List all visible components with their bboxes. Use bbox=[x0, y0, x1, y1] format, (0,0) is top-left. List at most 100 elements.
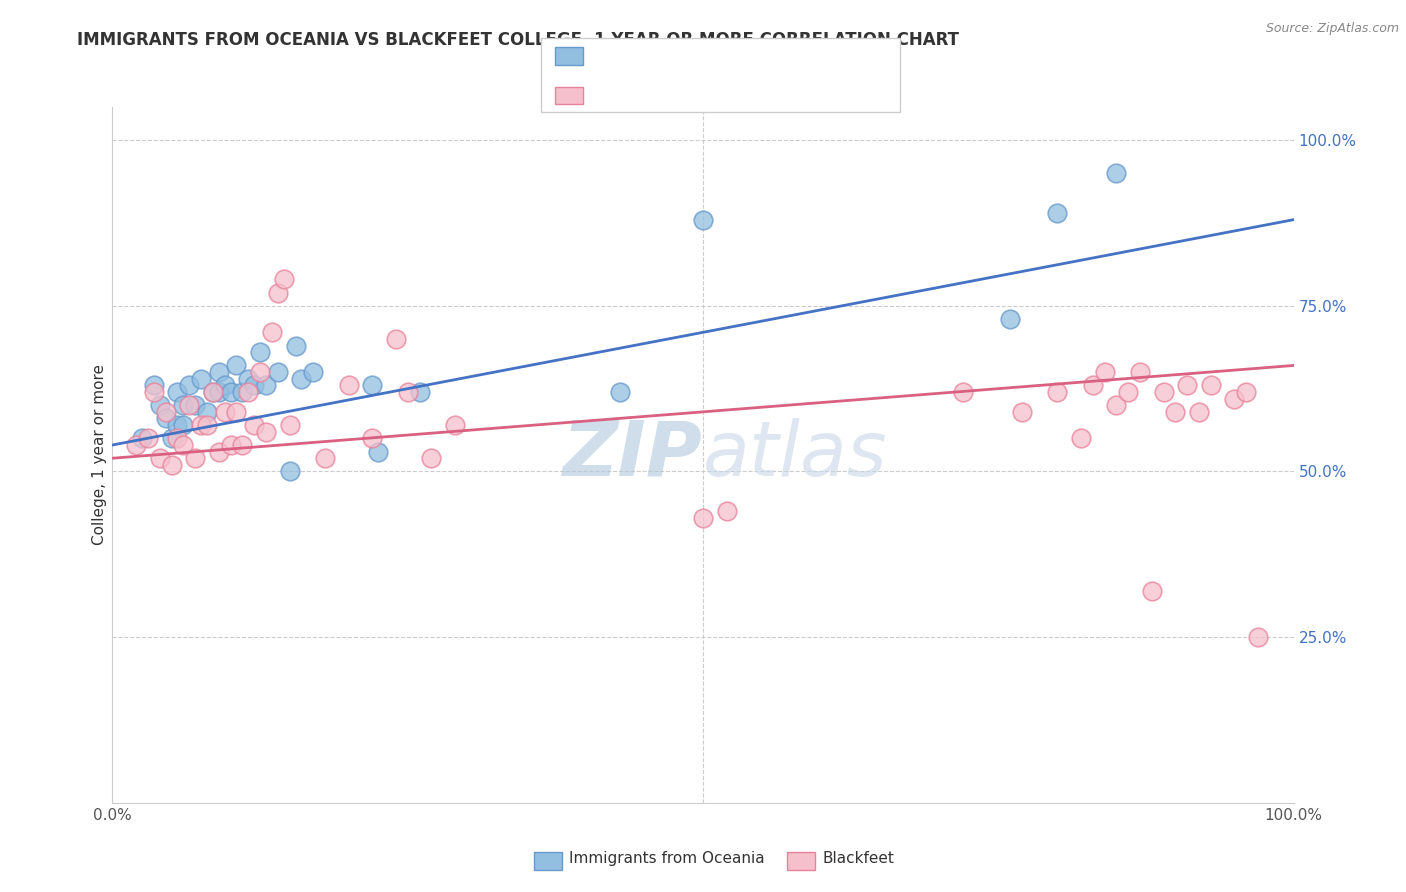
Point bbox=[952, 384, 974, 399]
Y-axis label: College, 1 year or more: College, 1 year or more bbox=[91, 365, 107, 545]
Text: atlas: atlas bbox=[703, 418, 887, 491]
Text: N =: N = bbox=[690, 81, 727, 99]
Point bbox=[1164, 405, 1187, 419]
Text: 37: 37 bbox=[727, 42, 751, 60]
Point bbox=[1046, 384, 1069, 399]
Text: R =: R = bbox=[595, 42, 631, 60]
Point bbox=[208, 384, 231, 399]
Point bbox=[267, 285, 290, 300]
Point bbox=[243, 378, 266, 392]
Point bbox=[214, 378, 236, 392]
Point bbox=[219, 438, 242, 452]
Point bbox=[172, 418, 194, 433]
Point bbox=[337, 378, 360, 392]
Point bbox=[249, 345, 271, 359]
Point bbox=[149, 451, 172, 466]
Point bbox=[692, 212, 714, 227]
Point bbox=[166, 431, 188, 445]
Point bbox=[184, 451, 207, 466]
Point bbox=[396, 384, 419, 399]
Point bbox=[166, 418, 188, 433]
Point bbox=[408, 384, 430, 399]
Text: Source: ZipAtlas.com: Source: ZipAtlas.com bbox=[1265, 22, 1399, 36]
Point bbox=[1153, 384, 1175, 399]
Point bbox=[214, 405, 236, 419]
Text: Blackfeet: Blackfeet bbox=[823, 852, 894, 866]
Point bbox=[195, 418, 218, 433]
Point bbox=[201, 384, 224, 399]
Text: R =: R = bbox=[595, 81, 631, 99]
Text: 0.318: 0.318 bbox=[637, 81, 689, 99]
Point bbox=[249, 365, 271, 379]
Point bbox=[302, 365, 325, 379]
Point bbox=[208, 365, 231, 379]
Text: Immigrants from Oceania: Immigrants from Oceania bbox=[569, 852, 765, 866]
Point bbox=[131, 431, 153, 445]
Point bbox=[1247, 630, 1270, 644]
Point bbox=[278, 465, 301, 479]
Point bbox=[160, 431, 183, 445]
Point bbox=[267, 365, 290, 379]
Point bbox=[136, 431, 159, 445]
Point bbox=[184, 398, 207, 412]
Point bbox=[314, 451, 336, 466]
Point bbox=[290, 372, 312, 386]
Point bbox=[278, 418, 301, 433]
Point bbox=[190, 418, 212, 433]
Point bbox=[1234, 384, 1257, 399]
Point bbox=[225, 405, 247, 419]
Point bbox=[1105, 398, 1128, 412]
Point bbox=[219, 384, 242, 399]
Point bbox=[231, 384, 253, 399]
Point bbox=[142, 378, 165, 392]
Point bbox=[1011, 405, 1033, 419]
Point bbox=[142, 384, 165, 399]
Point bbox=[420, 451, 443, 466]
Point bbox=[208, 444, 231, 458]
Point bbox=[284, 338, 307, 352]
Point bbox=[201, 384, 224, 399]
Point bbox=[1081, 378, 1104, 392]
Text: N =: N = bbox=[690, 42, 727, 60]
Point bbox=[149, 398, 172, 412]
Point bbox=[1116, 384, 1139, 399]
Point bbox=[1129, 365, 1152, 379]
Text: ZIP: ZIP bbox=[564, 418, 703, 491]
Point bbox=[1175, 378, 1198, 392]
Point bbox=[361, 378, 384, 392]
Point bbox=[125, 438, 148, 452]
Point bbox=[1046, 206, 1069, 220]
Point bbox=[260, 326, 283, 340]
Point bbox=[361, 431, 384, 445]
Point bbox=[692, 511, 714, 525]
Point bbox=[273, 272, 295, 286]
Point bbox=[160, 458, 183, 472]
Point bbox=[190, 372, 212, 386]
Point bbox=[166, 384, 188, 399]
Point bbox=[238, 372, 260, 386]
Point bbox=[1199, 378, 1222, 392]
Text: 53: 53 bbox=[727, 81, 749, 99]
Point bbox=[172, 438, 194, 452]
Point bbox=[1070, 431, 1092, 445]
Point bbox=[231, 438, 253, 452]
Point bbox=[609, 384, 631, 399]
Point bbox=[367, 444, 389, 458]
Point bbox=[179, 378, 201, 392]
Point bbox=[716, 504, 738, 518]
Point bbox=[254, 378, 277, 392]
Point bbox=[1223, 392, 1246, 406]
Point bbox=[179, 398, 201, 412]
Point bbox=[254, 425, 277, 439]
Point bbox=[225, 359, 247, 373]
Text: IMMIGRANTS FROM OCEANIA VS BLACKFEET COLLEGE, 1 YEAR OR MORE CORRELATION CHART: IMMIGRANTS FROM OCEANIA VS BLACKFEET COL… bbox=[77, 31, 959, 49]
Point bbox=[1188, 405, 1211, 419]
Point bbox=[155, 405, 177, 419]
Point bbox=[172, 398, 194, 412]
Point bbox=[998, 312, 1021, 326]
Point bbox=[243, 418, 266, 433]
Point bbox=[385, 332, 408, 346]
Point bbox=[155, 411, 177, 425]
Point bbox=[1140, 583, 1163, 598]
Point bbox=[1094, 365, 1116, 379]
